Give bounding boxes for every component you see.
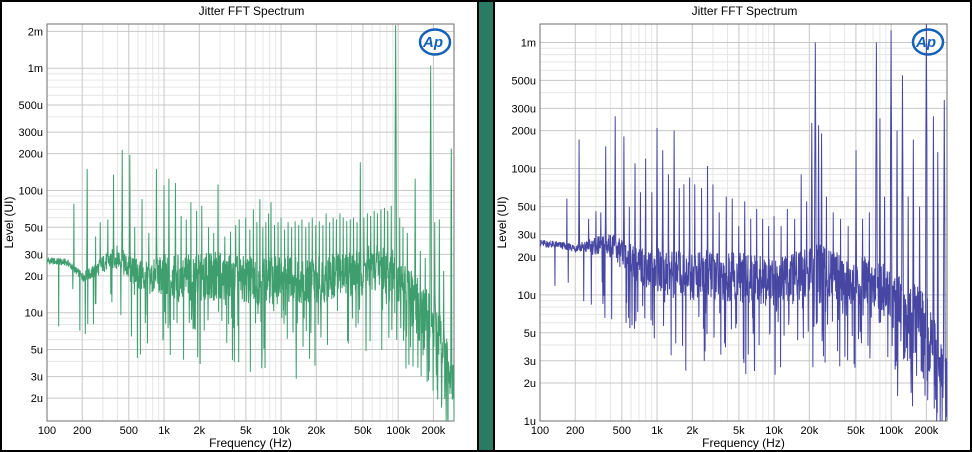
right-chart-area: 1m 500u 300u 200u 100u 50u 30u 20u 10u 5u 3u 2u 1u 10… (495, 21, 970, 450)
svg-text:500: 500 (613, 425, 631, 437)
svg-text:100k: 100k (879, 425, 903, 437)
svg-text:1m: 1m (521, 37, 536, 49)
svg-text:10u: 10u (518, 290, 536, 302)
svg-text:10k: 10k (272, 425, 290, 437)
y-axis-title: Level (UI) (2, 196, 16, 248)
svg-text:Ap: Ap (422, 34, 443, 51)
svg-text:20u: 20u (518, 252, 536, 264)
svg-text:100u: 100u (512, 164, 536, 176)
svg-text:2m: 2m (28, 26, 43, 38)
svg-text:200: 200 (73, 425, 91, 437)
svg-text:20k: 20k (307, 425, 325, 437)
plot-border (539, 23, 948, 422)
svg-text:10u: 10u (25, 308, 43, 320)
svg-text:1u: 1u (524, 416, 536, 428)
x-axis-title: Frequency (Hz) (702, 436, 785, 450)
svg-text:200u: 200u (19, 149, 43, 161)
svg-text:50k: 50k (847, 425, 865, 437)
fft-chart-left: 2m 1m 500u 300u 200u 100u 50u 30u 20u 10u 5u 3u 2u 10… (2, 23, 455, 450)
svg-text:1k: 1k (651, 425, 663, 437)
svg-text:200k: 200k (421, 425, 445, 437)
svg-text:200: 200 (566, 425, 584, 437)
audio-precision-logo: Ap (911, 28, 945, 56)
svg-text:2k: 2k (686, 425, 698, 437)
svg-text:5k: 5k (240, 425, 252, 437)
svg-text:30u: 30u (25, 249, 43, 261)
svg-text:3u: 3u (524, 356, 536, 368)
svg-text:5k: 5k (733, 425, 745, 437)
svg-text:5u: 5u (524, 328, 536, 340)
svg-text:2u: 2u (524, 378, 536, 390)
right-fft-panel: Jitter FFT Spectrum 1m 500u 300u 200u 100u 50… (495, 2, 970, 450)
svg-text:200u: 200u (512, 126, 536, 138)
svg-text:1m: 1m (28, 63, 43, 75)
svg-text:500: 500 (120, 425, 138, 437)
svg-text:3u: 3u (31, 372, 43, 384)
audio-precision-logo: Ap (418, 28, 452, 56)
fft-chart-right: 1m500u300u200u100u50u30u20u10u5u3u2u1u10… (495, 23, 948, 450)
plot-border (46, 23, 455, 422)
svg-text:50u: 50u (25, 222, 43, 234)
svg-text:100: 100 (38, 425, 56, 437)
svg-text:100: 100 (531, 425, 549, 437)
svg-text:20u: 20u (25, 271, 43, 283)
left-chart-area: 2m 1m 500u 300u 200u 100u 50u 30u 20u 10u 5u 3u 2u 10… (2, 21, 477, 450)
svg-text:500u: 500u (19, 100, 43, 112)
svg-text:300u: 300u (512, 103, 536, 115)
minor-gridlines (47, 24, 454, 421)
svg-text:2u: 2u (31, 393, 43, 405)
svg-text:100k: 100k (386, 425, 410, 437)
svg-text:500u: 500u (512, 75, 536, 87)
svg-text:20k: 20k (800, 425, 818, 437)
chart-title: Jitter FFT Spectrum (198, 4, 305, 18)
chart-title: Jitter FFT Spectrum (691, 4, 798, 18)
x-axis-title: Frequency (Hz) (209, 436, 292, 450)
svg-text:2k: 2k (193, 425, 205, 437)
tick-labels: 2m 1m 500u 300u 200u 100u 50u 30u 20u 10u 5u 3u 2u 10… (19, 26, 446, 437)
y-axis-title: Level (UI) (495, 196, 509, 248)
fft-trace (539, 23, 948, 422)
svg-text:50k: 50k (354, 425, 372, 437)
svg-text:Ap: Ap (915, 34, 936, 51)
fft-trace (46, 25, 455, 422)
svg-text:50u: 50u (518, 202, 536, 214)
svg-text:30u: 30u (518, 230, 536, 242)
svg-text:1k: 1k (158, 425, 170, 437)
major-gridlines (47, 24, 454, 421)
svg-text:100u: 100u (19, 185, 43, 197)
left-fft-panel: Jitter FFT Spectrum 2m 1m 500u 300u 200u 100u… (2, 2, 477, 450)
svg-text:300u: 300u (19, 127, 43, 139)
svg-text:10k: 10k (765, 425, 783, 437)
svg-text:200k: 200k (914, 425, 938, 437)
panel-divider (477, 2, 495, 450)
svg-text:5u: 5u (31, 344, 43, 356)
tick-labels: 1m500u300u200u100u50u30u20u10u5u3u2u1u10… (512, 37, 939, 437)
